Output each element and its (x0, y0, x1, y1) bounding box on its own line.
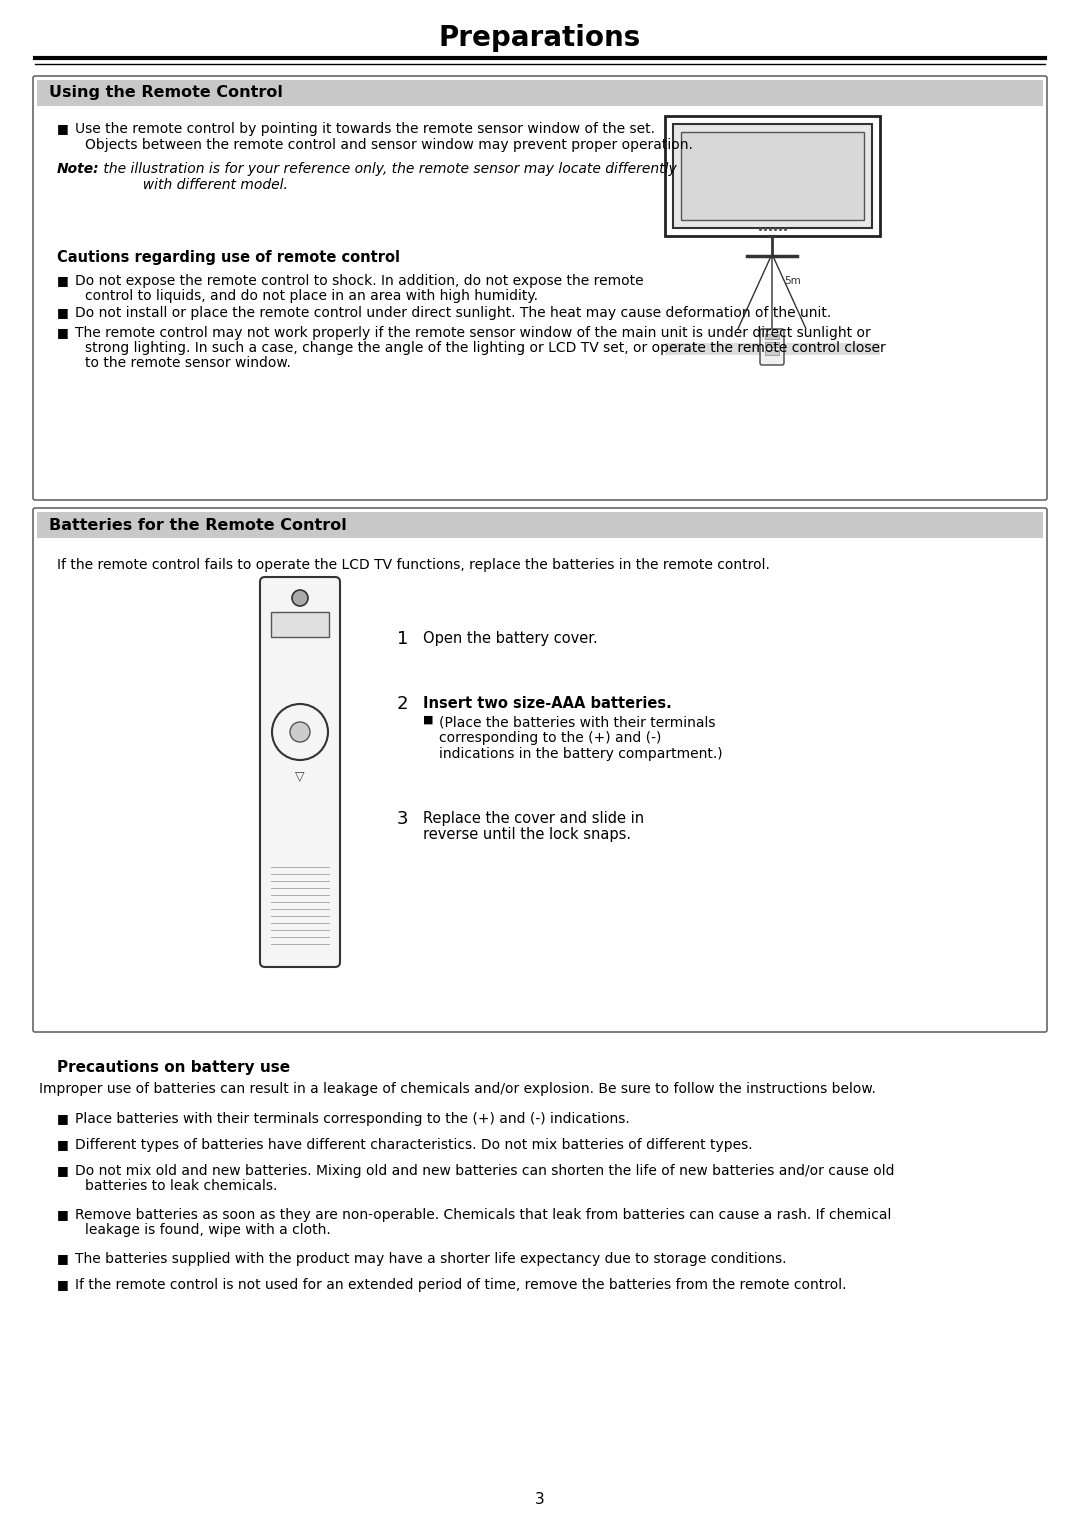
Bar (681, 131, 864, 220)
Bar (37, 512, 1043, 538)
FancyBboxPatch shape (33, 508, 1047, 1032)
Text: 5m: 5m (784, 276, 800, 286)
Text: If the remote control fails to operate the LCD TV functions, replace the batteri: If the remote control fails to operate t… (57, 557, 770, 573)
Text: Do not expose the remote control to shock. In addition, do not expose the remote: Do not expose the remote control to shoc… (75, 273, 644, 289)
Text: Place batteries with their terminals corresponding to the (+) and (-) indication: Place batteries with their terminals cor… (75, 1112, 630, 1125)
Text: (Place the batteries with their terminals: (Place the batteries with their terminal… (438, 715, 715, 728)
FancyBboxPatch shape (260, 577, 340, 967)
Text: control to liquids, and do not place in an area with high humidity.: control to liquids, and do not place in … (85, 289, 538, 302)
Text: Note:: Note: (57, 162, 99, 176)
Text: Cautions regarding use of remote control: Cautions regarding use of remote control (57, 250, 400, 266)
Circle shape (291, 722, 310, 742)
Text: ■: ■ (57, 122, 69, 134)
Text: ■: ■ (57, 1164, 69, 1177)
Text: ■: ■ (57, 1252, 69, 1264)
Text: indications in the battery compartment.): indications in the battery compartment.) (438, 747, 723, 760)
Text: strong lighting. In such a case, change the angle of the lighting or LCD TV set,: strong lighting. In such a case, change … (85, 341, 886, 354)
Text: Insert two size-AAA batteries.: Insert two size-AAA batteries. (423, 696, 672, 712)
Text: batteries to leak chemicals.: batteries to leak chemicals. (85, 1179, 278, 1193)
Text: ■: ■ (57, 273, 69, 287)
Bar (665, 344, 880, 354)
Text: Replace the cover and slide in: Replace the cover and slide in (423, 811, 644, 826)
Text: ■: ■ (57, 305, 69, 319)
Text: ■: ■ (57, 1112, 69, 1125)
Text: Different types of batteries have different characteristics. Do not mix batterie: Different types of batteries have differ… (75, 1138, 753, 1151)
Text: ■: ■ (57, 325, 69, 339)
Text: Do not install or place the remote control under direct sunlight. The heat may c: Do not install or place the remote contr… (75, 305, 832, 321)
Text: Preparations: Preparations (438, 24, 642, 52)
Bar (765, 342, 779, 347)
Text: corresponding to the (+) and (-): corresponding to the (+) and (-) (438, 731, 661, 745)
Text: ■: ■ (57, 1138, 69, 1151)
Bar (271, 612, 329, 637)
Text: 3: 3 (397, 809, 408, 828)
Circle shape (292, 589, 308, 606)
Text: Do not mix old and new batteries. Mixing old and new batteries can shorten the l: Do not mix old and new batteries. Mixing… (75, 1164, 894, 1177)
FancyBboxPatch shape (665, 116, 880, 237)
Bar (765, 350, 779, 354)
Text: Objects between the remote control and sensor window may prevent proper operatio: Objects between the remote control and s… (85, 137, 693, 153)
Text: The remote control may not work properly if the remote sensor window of the main: The remote control may not work properly… (75, 325, 870, 341)
Text: the illustration is for your reference only, the remote sensor may locate differ: the illustration is for your reference o… (99, 162, 677, 176)
Text: leakage is found, wipe with a cloth.: leakage is found, wipe with a cloth. (85, 1223, 330, 1237)
Text: Improper use of batteries can result in a leakage of chemicals and/or explosion.: Improper use of batteries can result in … (39, 1083, 876, 1096)
FancyBboxPatch shape (33, 76, 1047, 499)
Text: 2: 2 (397, 695, 408, 713)
Text: to the remote sensor window.: to the remote sensor window. (85, 356, 291, 370)
Text: The batteries supplied with the product may have a shorter life expectancy due t: The batteries supplied with the product … (75, 1252, 786, 1266)
Text: ■: ■ (57, 1208, 69, 1222)
Bar (37, 79, 1043, 105)
Text: 1: 1 (397, 631, 408, 647)
Text: ■: ■ (423, 715, 433, 725)
Text: If the remote control is not used for an extended period of time, remove the bat: If the remote control is not used for an… (75, 1278, 847, 1292)
Bar (765, 334, 779, 339)
Text: Remove batteries as soon as they are non-operable. Chemicals that leak from batt: Remove batteries as soon as they are non… (75, 1208, 891, 1222)
Text: 3: 3 (535, 1492, 545, 1507)
Text: reverse until the lock snaps.: reverse until the lock snaps. (423, 828, 631, 841)
Bar (673, 124, 872, 228)
Text: with different model.: with different model. (99, 179, 288, 192)
Text: ▽: ▽ (295, 771, 305, 783)
Text: Using the Remote Control: Using the Remote Control (49, 86, 283, 101)
Text: Open the battery cover.: Open the battery cover. (423, 631, 597, 646)
Text: Batteries for the Remote Control: Batteries for the Remote Control (49, 518, 347, 533)
Text: Use the remote control by pointing it towards the remote sensor window of the se: Use the remote control by pointing it to… (75, 122, 654, 136)
FancyBboxPatch shape (760, 328, 784, 365)
Text: ■: ■ (57, 1278, 69, 1290)
Text: Precautions on battery use: Precautions on battery use (57, 1060, 291, 1075)
